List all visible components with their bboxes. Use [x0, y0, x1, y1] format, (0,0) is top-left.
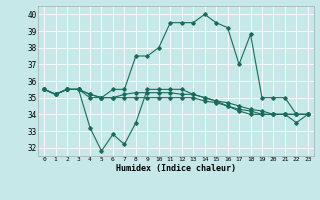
X-axis label: Humidex (Indice chaleur): Humidex (Indice chaleur)	[116, 164, 236, 173]
